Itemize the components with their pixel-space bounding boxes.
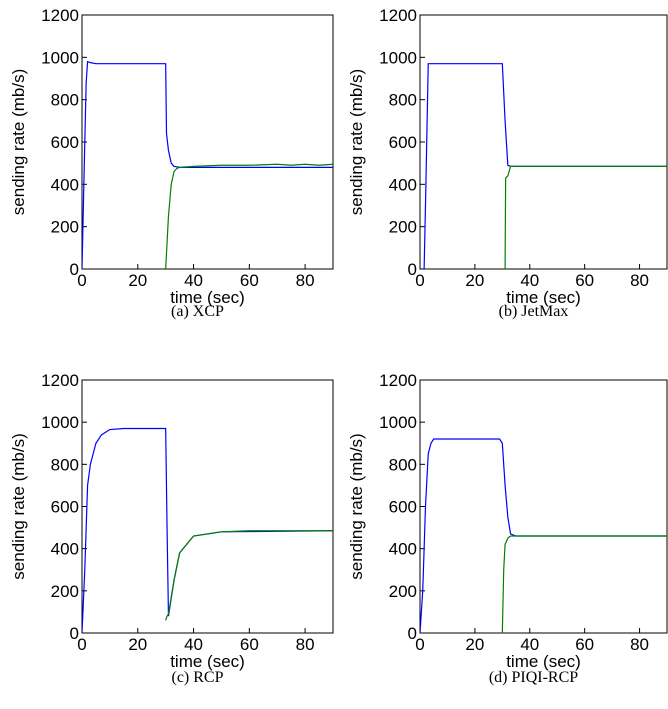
y-axis-label: sending rate (mb/s) (347, 69, 366, 215)
subplot: 0 200 400 600 800 1000 1200 0 20 40 60 80 time (sec)… (347, 6, 668, 320)
y-tick-label: 200 (389, 582, 417, 601)
y-tick-label: 1200 (379, 6, 417, 25)
data-line (165, 163, 333, 269)
x-axis-label: time (sec) (506, 288, 581, 307)
data-line (165, 530, 333, 621)
x-tick-label: 40 (184, 635, 203, 654)
y-tick-label: 1000 (41, 48, 79, 67)
y-tick-label: 0 (408, 260, 417, 279)
y-tick-label: 600 (389, 133, 417, 152)
x-tick-label: 40 (520, 635, 539, 654)
y-tick-label: 800 (389, 91, 417, 110)
x-tick-label: 40 (184, 271, 203, 290)
caption: (a) XCP (171, 303, 224, 320)
x-axis-label: time (sec) (170, 652, 245, 671)
y-axis-label: sending rate (mb/s) (9, 433, 28, 579)
y-tick-label: 400 (51, 540, 79, 559)
plot-frame (419, 14, 668, 270)
plot-area (420, 438, 667, 633)
x-tick-label: 0 (415, 635, 424, 654)
plot-area (82, 60, 333, 269)
y-tick-label: 400 (389, 175, 417, 194)
x-tick-label: 60 (575, 271, 594, 290)
caption: (c) RCP (172, 669, 224, 686)
subplot: 0 200 400 600 800 1000 1200 0 20 40 60 80 time (sec)… (9, 371, 334, 686)
y-tick-label: 800 (51, 91, 79, 110)
x-tick-label: 20 (465, 271, 484, 290)
y-tick-label: 1200 (379, 371, 417, 390)
y-tick-label: 200 (51, 582, 79, 601)
data-line (501, 535, 667, 633)
y-tick-label: 200 (389, 218, 417, 237)
plot-frame (81, 379, 334, 634)
x-tick-label: 20 (465, 635, 484, 654)
x-tick-label: 20 (128, 635, 147, 654)
y-tick-label: 200 (51, 218, 79, 237)
y-tick-label: 1000 (379, 413, 417, 432)
y-tick-label: 800 (389, 455, 417, 474)
x-tick-label: 60 (240, 635, 259, 654)
y-tick-label: 0 (70, 260, 79, 279)
data-line (420, 63, 667, 269)
caption: (d) PIQI-RCP (489, 669, 578, 686)
y-tick-label: 600 (389, 498, 417, 517)
y-tick-label: 0 (408, 624, 417, 643)
y-axis-label: sending rate (mb/s) (347, 433, 366, 579)
data-line (504, 165, 667, 269)
x-axis-label: time (sec) (170, 288, 245, 307)
x-tick-label: 0 (77, 635, 86, 654)
x-axis-label: time (sec) (506, 652, 581, 671)
y-tick-label: 1200 (41, 6, 79, 25)
x-tick-label: 60 (575, 635, 594, 654)
plot-area (82, 427, 333, 633)
y-axis-label: sending rate (mb/s) (9, 69, 28, 215)
y-tick-label: 600 (51, 133, 79, 152)
y-tick-label: 400 (51, 175, 79, 194)
y-tick-label: 1000 (379, 48, 417, 67)
x-tick-label: 0 (415, 271, 424, 290)
y-tick-label: 0 (70, 624, 79, 643)
x-tick-label: 60 (240, 271, 259, 290)
y-tick-label: 600 (51, 498, 79, 517)
x-tick-label: 20 (128, 271, 147, 290)
y-tick-label: 400 (389, 540, 417, 559)
data-line (420, 438, 667, 633)
y-tick-label: 800 (51, 455, 79, 474)
y-tick-label: 1000 (41, 413, 79, 432)
subplot: 0 200 400 600 800 1000 1200 0 20 40 60 80 time (sec)… (347, 371, 668, 686)
subplot: 0 200 400 600 800 1000 1200 0 20 40 60 80 time (sec)… (9, 6, 334, 320)
plot-area (420, 63, 667, 269)
x-tick-label: 0 (77, 271, 86, 290)
x-tick-label: 40 (520, 271, 539, 290)
y-tick-label: 1200 (41, 371, 79, 390)
x-tick-label: 80 (630, 271, 649, 290)
x-tick-label: 80 (296, 635, 315, 654)
plot-frame (81, 14, 334, 270)
plot-frame (419, 379, 668, 634)
caption: (b) JetMax (499, 303, 569, 320)
x-tick-label: 80 (630, 635, 649, 654)
x-tick-label: 80 (296, 271, 315, 290)
